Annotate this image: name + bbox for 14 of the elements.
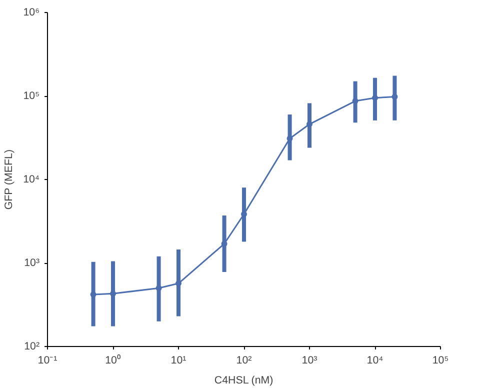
y-axis-title: GFP (MEFL)	[3, 149, 16, 210]
y-tick-label: 10⁶	[23, 6, 40, 18]
y-tick-label: 10⁴	[23, 174, 40, 186]
x-axis-title: C4HSL (nM)	[214, 374, 274, 386]
x-tick-label: 10²	[236, 354, 252, 366]
x-tick-label: 10⁰	[105, 354, 121, 366]
y-tick-label: 10²	[24, 340, 40, 352]
x-tick-label: 10⁻¹	[38, 354, 58, 366]
x-tick-label: 10⁵	[432, 354, 449, 366]
x-tick-label: 10⁴	[366, 354, 384, 366]
x-tick-label: 10³	[302, 354, 318, 366]
y-tick-label: 10⁵	[23, 90, 40, 102]
x-tick-label: 10¹	[170, 354, 187, 366]
y-tick-label: 10³	[24, 257, 40, 269]
